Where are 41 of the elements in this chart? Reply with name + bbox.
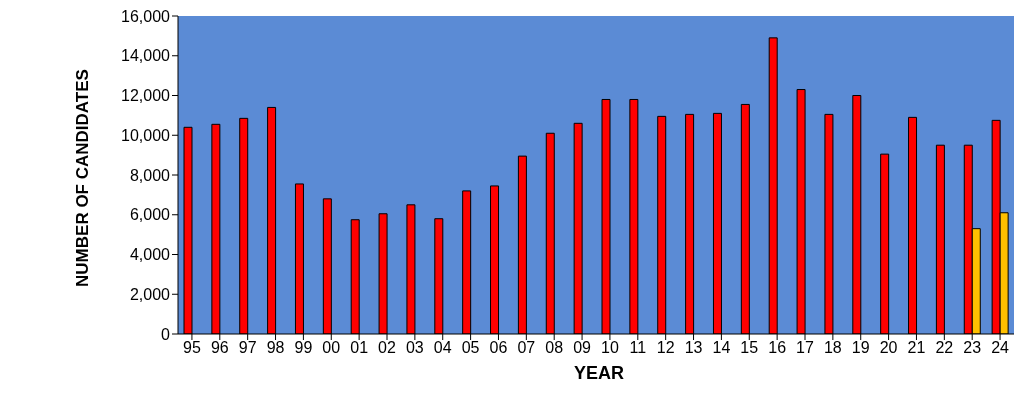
x-tick-label: 19 [851,339,870,357]
x-tick-label: 15 [740,339,759,357]
x-tick-label: 11 [629,339,647,357]
x-tick-label: 13 [684,339,703,357]
x-tick-label: 17 [796,339,814,357]
x-tick-label: 24 [991,339,1010,357]
y-tick-label: 14,000 [121,47,171,65]
y-axis-title: NUMBER OF CANDIDATES [73,69,93,287]
y-tick-label: 8,000 [129,166,171,184]
y-tick-label: 12,000 [121,87,171,105]
x-tick-label: 14 [712,339,731,357]
y-tick-label: 2,000 [129,285,171,303]
x-tick-label: 99 [294,339,313,357]
x-tick-label: 23 [963,339,982,357]
x-tick-label: 21 [907,339,926,357]
x-tick-label: 04 [433,339,452,357]
x-axis-title: YEAR [573,363,625,384]
x-tick-label: 00 [322,339,341,357]
x-tick-label: 02 [378,339,396,357]
x-tick-label: 06 [489,339,508,357]
x-tick-label: 16 [768,339,787,357]
x-tick-label: 96 [210,339,229,357]
x-tick-label: 97 [238,339,257,357]
x-tick-label: 98 [266,339,285,357]
x-tick-label: 05 [461,339,480,357]
x-tick-label: 10 [601,339,619,357]
x-tick-label: 18 [823,339,842,357]
x-tick-label: 20 [879,339,898,357]
y-tick-label: 16,000 [121,7,171,25]
x-tick-label: 03 [405,339,424,357]
x-tick-label: 07 [517,339,536,357]
x-tick-label: 22 [935,339,954,357]
y-tick-label: 10,000 [121,126,171,144]
x-tick-label: 08 [545,339,564,357]
x-tick-label: 09 [573,339,592,357]
x-tick-label: 95 [183,339,201,357]
y-tick-label: 0 [161,325,171,343]
y-tick-label: 6,000 [129,206,171,224]
x-tick-label: 12 [656,339,675,357]
y-tick-label: 4,000 [129,246,171,264]
x-tick-label: 01 [350,339,369,357]
